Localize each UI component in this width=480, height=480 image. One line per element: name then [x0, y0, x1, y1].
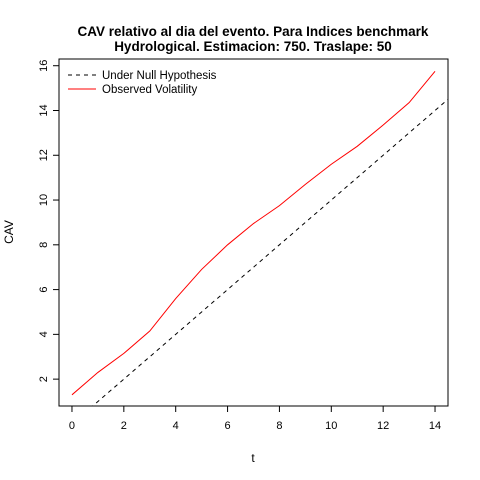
- x-tick-label: 0: [69, 420, 75, 432]
- chart-title-line2: Hydrological. Estimacion: 750. Traslape:…: [114, 39, 392, 54]
- x-tick-label: 2: [121, 420, 127, 432]
- y-tick-label: 4: [38, 331, 50, 337]
- y-tick-label: 2: [38, 376, 50, 382]
- x-tick-label: 14: [429, 420, 441, 432]
- series-line-under-null-hypothesis: [91, 98, 448, 406]
- y-tick-label: 14: [38, 104, 50, 116]
- y-axis-label: CAV: [2, 220, 16, 244]
- legend-label-observed-volatility: Observed Volatility: [102, 84, 197, 96]
- legend-label-under-null-hypothesis: Under Null Hypothesis: [102, 70, 217, 82]
- x-axis-label: t: [251, 451, 255, 465]
- y-tick-label: 6: [38, 287, 50, 293]
- plot-frame: [58, 58, 449, 407]
- x-tick-label: 4: [173, 420, 179, 432]
- y-tick-label: 12: [38, 149, 50, 161]
- y-tick-label: 16: [38, 60, 50, 72]
- legend: Under Null Hypothesis Observed Volatilit…: [68, 70, 217, 96]
- y-tick-label: 8: [38, 242, 50, 248]
- x-tick-label: 8: [276, 420, 282, 432]
- y-tick-label: 10: [38, 194, 50, 206]
- series-layer: [71, 70, 448, 406]
- x-tick-label: 12: [377, 420, 389, 432]
- x-tick-label: 6: [225, 420, 231, 432]
- chart-title-line1: CAV relativo al dia del evento. Para Ind…: [78, 24, 429, 39]
- series-line-observed-volatility: [71, 70, 436, 396]
- x-axis: 0 2 4 6 8 10 12 14: [69, 406, 441, 432]
- x-tick-label: 10: [325, 420, 337, 432]
- y-axis: 2 4 6 8 10 12 14 16: [38, 60, 59, 382]
